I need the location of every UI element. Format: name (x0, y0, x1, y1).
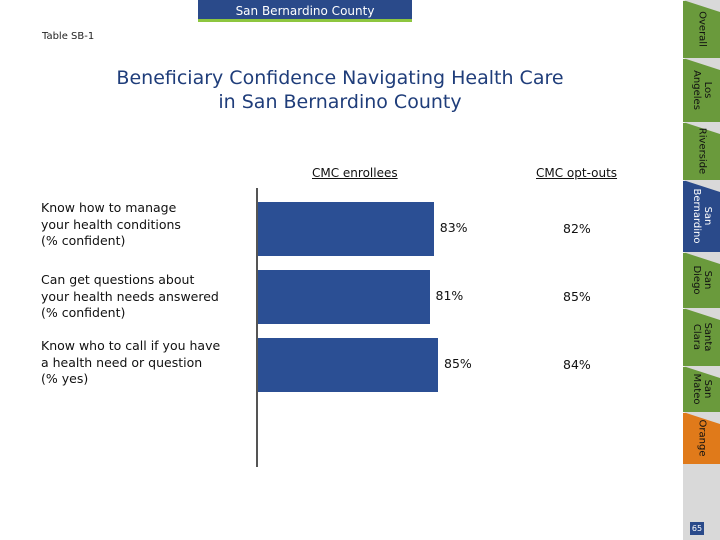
page-title: Beneficiary Confidence Navigating Health… (60, 66, 620, 114)
sidebar-tab-label: San Mateo (690, 373, 713, 405)
sidebar-tab-label: Los Angeles (690, 70, 713, 110)
title-line-2: in San Bernardino County (218, 91, 462, 113)
category-label-line: Know how to manage (41, 200, 177, 215)
top-banner: San Bernardino County (198, 0, 412, 22)
category-label-line: (% confident) (41, 305, 126, 320)
sidebar-tab-san-mateo[interactable]: San Mateo (683, 366, 720, 412)
column-header-enrollees: CMC enrollees (312, 166, 398, 180)
sidebar-tab-orange[interactable]: Orange (683, 412, 720, 464)
category-label-line: Know who to call if you have (41, 338, 221, 353)
y-axis-line (256, 188, 258, 467)
sidebar-tab-label: Santa Clara (690, 322, 713, 352)
category-label-line: (% yes) (41, 371, 89, 386)
bar-enrollees-2 (258, 338, 438, 392)
sidebar-tab-san-diego[interactable]: San Diego (683, 252, 720, 308)
bar-enrollees-1 (258, 270, 430, 324)
sidebar-tab-riverside[interactable]: Riverside (683, 122, 720, 180)
data-label-enrollees: 85% (444, 356, 472, 371)
bar-enrollees-0 (258, 202, 434, 256)
sidebar-tab-los-angeles[interactable]: Los Angeles (683, 58, 720, 122)
page-number: 65 (690, 522, 704, 535)
data-label-enrollees: 83% (439, 220, 468, 235)
category-label-line: your health needs answered (41, 288, 219, 304)
data-label-enrollees: 81% (435, 288, 464, 303)
sidebar-tab-label: Orange (696, 419, 707, 457)
sidebar-tab-label: Riverside (696, 127, 707, 175)
sidebar-tab-label: Overall (696, 11, 707, 47)
title-line-1: Beneficiary Confidence Navigating Health… (116, 67, 564, 89)
sidebar-tab-label: San Bernardino (690, 188, 713, 244)
data-label-opt-outs: 85% (563, 289, 591, 304)
category-label-line: your health conditions (41, 216, 181, 232)
category-label: Can get questions about your health need… (41, 272, 251, 322)
data-label-opt-outs: 82% (563, 221, 591, 236)
column-header-opt-outs: CMC opt-outs (536, 166, 618, 180)
data-label-opt-outs: 84% (563, 357, 591, 372)
category-label: Know who to call if you have a health ne… (41, 338, 251, 388)
sidebar-tab-santa-clara[interactable]: Santa Clara (683, 308, 720, 366)
category-label-line: (% confident) (41, 233, 126, 248)
table-label: Table SB-1 (42, 31, 95, 42)
category-label: Know how to manage your health condition… (41, 200, 251, 250)
sidebar-tab-label: San Diego (690, 265, 713, 295)
category-label-line: a health need or question (41, 354, 203, 370)
category-label-line: Can get questions about (41, 272, 195, 287)
sidebar-tab-overall[interactable]: Overall (683, 0, 720, 58)
sidebar-tab-san-bernardino[interactable]: San Bernardino (683, 180, 720, 252)
